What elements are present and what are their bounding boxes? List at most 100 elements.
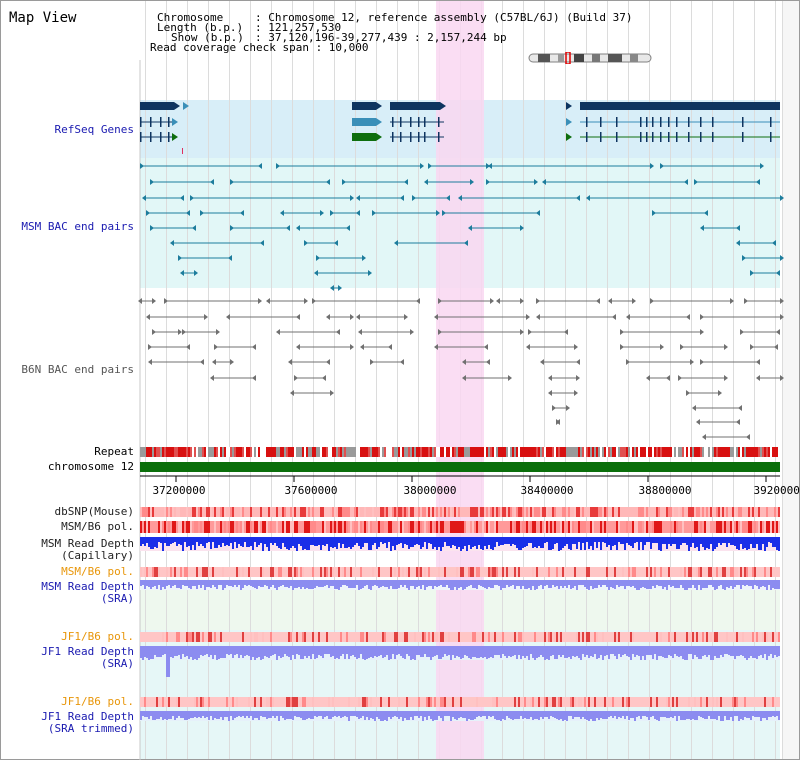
- depth-bar: [668, 711, 670, 718]
- depth-bar: [266, 580, 268, 586]
- repeat-block: [598, 447, 600, 457]
- depth-bar: [686, 711, 688, 719]
- depth-bar: [360, 580, 362, 589]
- heat-cell: [290, 507, 292, 517]
- track-label-jf1-b6-pol[interactable]: JF1/B6 pol.: [61, 630, 134, 643]
- bac-end-marker: [540, 359, 544, 365]
- bac-end-marker: [362, 255, 366, 261]
- track-label-msm-b6-pol[interactable]: MSM/B6 pol.: [61, 520, 134, 533]
- repeat-block: [398, 447, 400, 457]
- depth-bar: [494, 537, 496, 547]
- depth-bar: [682, 711, 684, 720]
- depth-bar: [692, 580, 694, 585]
- chromosome-ideogram-icon[interactable]: [528, 52, 652, 64]
- repeat-block: [560, 447, 562, 457]
- track-label-refseq-genes[interactable]: RefSeq Genes: [54, 123, 134, 136]
- depth-bar: [640, 711, 642, 719]
- bac-end-marker: [702, 434, 706, 440]
- track-label-msm-b6-pol-sra[interactable]: MSM/B6 pol.: [61, 565, 134, 578]
- repeat-block: [200, 447, 202, 457]
- heat-cell: [482, 521, 484, 533]
- track-label-b6n-bac[interactable]: B6N BAC end pairs: [21, 363, 134, 376]
- bac-end-marker: [776, 270, 780, 276]
- depth-bar: [404, 537, 406, 544]
- depth-bar: [148, 537, 150, 547]
- depth-bar: [184, 711, 186, 720]
- heat-cell: [248, 697, 250, 707]
- heat-cell: [332, 567, 334, 577]
- depth-bar: [156, 580, 158, 589]
- heat-cell: [486, 507, 488, 517]
- bac-end-marker: [534, 179, 538, 185]
- heat-cell: [142, 507, 144, 517]
- heat-cell: [702, 507, 704, 517]
- bac-end-marker: [186, 210, 190, 216]
- depth-bar: [176, 537, 178, 546]
- depth-bar: [614, 537, 616, 545]
- depth-bar: [748, 580, 750, 586]
- heat-cell: [424, 567, 426, 577]
- depth-bar: [688, 537, 690, 551]
- heat-cell: [430, 521, 432, 533]
- depth-bar: [444, 646, 446, 654]
- depth-bar: [400, 580, 402, 585]
- track-label-jf1-b6-pol-2[interactable]: JF1/B6 pol.: [61, 695, 134, 708]
- heat-cell: [350, 567, 352, 577]
- depth-bar: [372, 537, 374, 545]
- depth-bar: [260, 646, 262, 660]
- repeat-block: [670, 447, 672, 457]
- heat-cell: [668, 632, 670, 642]
- heat-cell: [570, 521, 572, 533]
- track-label-dbsnp[interactable]: dbSNP(Mouse): [54, 505, 134, 518]
- depth-bar: [566, 537, 568, 544]
- depth-bar: [322, 646, 324, 658]
- depth-bar: [148, 580, 150, 587]
- track-label-jf1-depth-trimmed[interactable]: JF1 Read Depth: [41, 710, 134, 723]
- depth-bar: [726, 580, 728, 587]
- depth-bar: [610, 646, 612, 654]
- track-label-msm-depth-capillary[interactable]: MSM Read Depth: [41, 537, 134, 550]
- heat-cell: [370, 521, 372, 533]
- depth-bar: [680, 580, 682, 585]
- depth-bar: [300, 580, 302, 589]
- repeat-block: [190, 447, 192, 457]
- depth-bar: [538, 646, 540, 657]
- heat-cell: [588, 697, 590, 707]
- repeat-block: [366, 447, 368, 457]
- heat-cell: [416, 567, 418, 577]
- depth-bar: [156, 646, 158, 657]
- grid-line: [313, 0, 314, 760]
- depth-bar: [392, 711, 394, 717]
- repeat-block: [456, 447, 458, 457]
- depth-bar: [494, 580, 496, 585]
- bac-end-marker: [194, 270, 198, 276]
- track-label-msm-depth-sra[interactable]: MSM Read Depth: [41, 580, 134, 593]
- repeat-block: [590, 447, 592, 457]
- heat-cell: [348, 697, 350, 707]
- track-label-msm-bac[interactable]: MSM BAC end pairs: [21, 220, 134, 233]
- repeat-block: [646, 447, 648, 457]
- bac-end-marker: [230, 225, 234, 231]
- depth-bar: [330, 646, 332, 657]
- repeat-block: [282, 447, 284, 457]
- page-title: Map View: [9, 10, 77, 26]
- heat-cell: [518, 567, 520, 577]
- gene-exon-tick: [616, 117, 618, 127]
- heat-cell: [256, 521, 258, 533]
- depth-bar: [376, 711, 378, 717]
- track-label-jf1-depth-sra[interactable]: JF1 Read Depth: [41, 645, 134, 658]
- depth-bar: [672, 537, 674, 544]
- heat-cell: [178, 521, 180, 533]
- depth-bar: [512, 646, 514, 656]
- depth-bar: [268, 646, 270, 658]
- heat-cell: [158, 521, 160, 533]
- heat-cell: [394, 507, 396, 517]
- heat-cell: [344, 567, 346, 577]
- heat-cell: [230, 521, 232, 533]
- depth-bar: [638, 537, 640, 550]
- depth-bar: [632, 646, 634, 654]
- heat-cell: [602, 632, 604, 642]
- depth-bar: [758, 646, 760, 656]
- bac-end-marker: [552, 405, 556, 411]
- depth-bar: [754, 646, 756, 658]
